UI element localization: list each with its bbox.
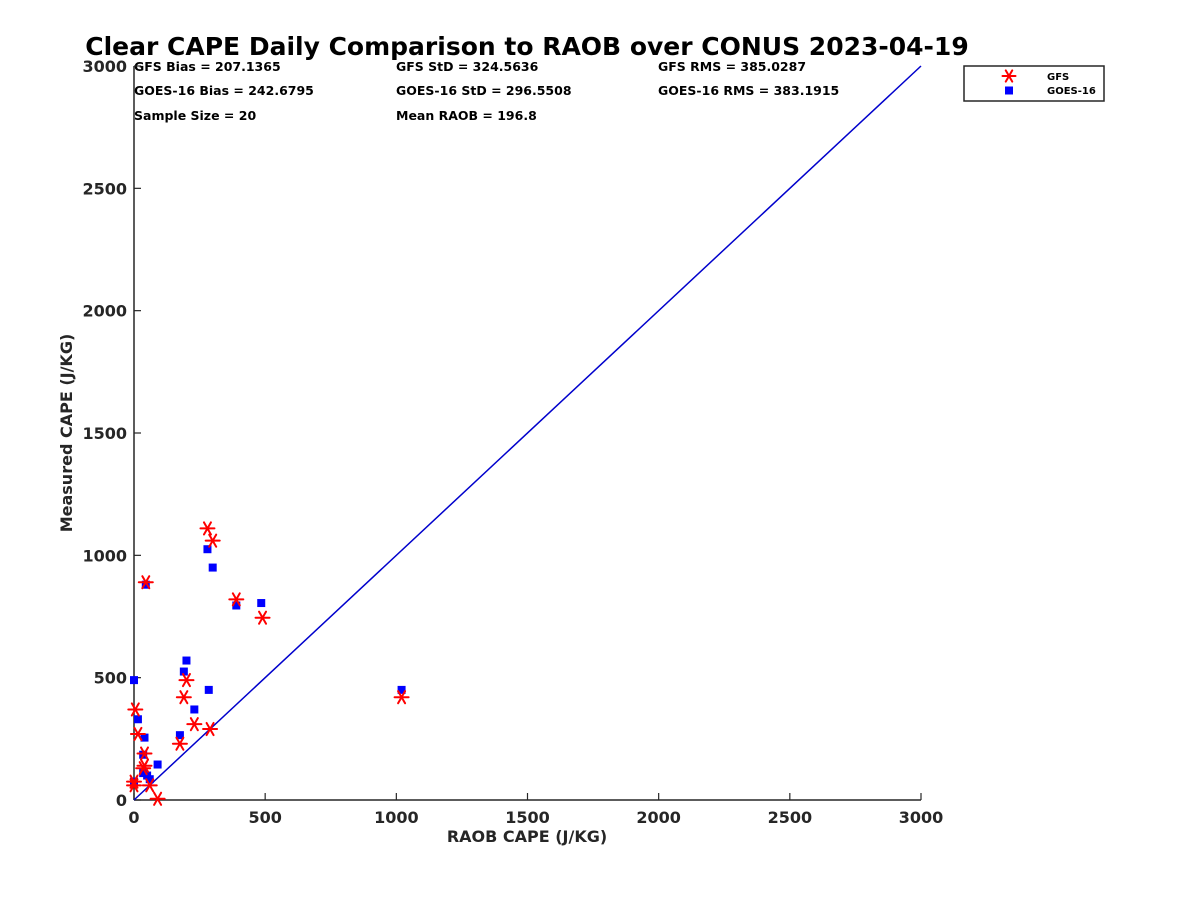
legend-goes16-marker-icon <box>1005 86 1013 95</box>
goes16-point <box>179 667 188 676</box>
stat-goes16-bias: GOES-16 Bias = 242.6795 <box>134 83 314 98</box>
stat-gfs-bias: GFS Bias = 207.1365 <box>134 59 281 74</box>
gfs-point <box>254 610 271 625</box>
gfs-point <box>137 575 154 590</box>
goes16-point <box>140 733 149 742</box>
gfs-point <box>199 521 216 536</box>
gfs-point <box>136 746 153 761</box>
gfs-point <box>186 717 203 732</box>
y-tick-label: 1000 <box>82 546 127 565</box>
y-tick-label: 2000 <box>82 302 127 321</box>
goes16-point <box>182 656 191 665</box>
goes16-point <box>175 731 184 740</box>
axes: 0 500 1000 1500 2000 2500 3000 0 500 1000 1500 200… <box>82 57 943 827</box>
stat-gfs-rms: GFS RMS = 385.0287 <box>658 59 806 74</box>
goes16-point <box>397 685 406 694</box>
gfs-point <box>178 673 195 688</box>
series-goes-16 <box>130 545 406 786</box>
plot-area <box>126 65 922 806</box>
x-axis-label: RAOB CAPE (J/KG) <box>447 827 607 846</box>
legend-box <box>963 65 1105 102</box>
gfs-point <box>149 791 166 806</box>
stats-group: GFS Bias = 207.1365 GFS StD = 324.5636 G… <box>134 59 839 123</box>
gfs-point <box>175 690 192 705</box>
goes16-point <box>208 563 217 572</box>
one-to-one-line <box>133 65 922 801</box>
goes16-point <box>141 580 150 589</box>
gfs-point <box>204 533 221 548</box>
y-tick-label: 3000 <box>82 57 127 76</box>
goes16-point <box>130 676 138 685</box>
x-ticks: 0 500 1000 1500 2000 2500 3000 <box>128 793 943 827</box>
gfs-point <box>141 778 158 793</box>
y-ticks: 0 500 1000 1500 2000 2500 3000 <box>82 57 141 810</box>
stat-sample-size: Sample Size = 20 <box>134 108 256 123</box>
x-tick-label: 1500 <box>505 808 550 827</box>
x-tick-label: 0 <box>128 808 139 827</box>
legend: GFS GOES-16 <box>963 65 1105 102</box>
y-tick-label: 1500 <box>82 424 127 443</box>
series-gfs <box>126 521 410 806</box>
y-tick-label: 2500 <box>82 179 127 198</box>
x-tick-label: 500 <box>248 808 281 827</box>
goes16-point <box>204 685 213 694</box>
gfs-point <box>393 690 410 705</box>
goes16-point <box>133 715 142 724</box>
legend-gfs-marker-icon <box>1001 69 1017 83</box>
gfs-point <box>228 592 245 607</box>
y-axis-label: Measured CAPE (J/KG) <box>57 334 76 533</box>
chart-title: Clear CAPE Daily Comparison to RAOB over… <box>85 32 968 61</box>
stat-gfs-std: GFS StD = 324.5636 <box>396 59 539 74</box>
goes16-point <box>257 599 266 608</box>
gfs-point <box>135 761 152 776</box>
x-tick-label: 1000 <box>374 808 419 827</box>
stat-goes16-std: GOES-16 StD = 296.5508 <box>396 83 572 98</box>
legend-gfs-label: GFS <box>1047 72 1069 83</box>
gfs-point <box>127 702 144 717</box>
y-tick-label: 0 <box>116 791 127 810</box>
stat-mean-raob: Mean RAOB = 196.8 <box>396 108 537 123</box>
x-tick-label: 2500 <box>768 808 813 827</box>
y-tick-label: 500 <box>94 669 127 688</box>
gfs-point <box>171 736 188 751</box>
x-tick-label: 2000 <box>636 808 681 827</box>
goes16-point <box>232 601 241 610</box>
stat-goes16-rms: GOES-16 RMS = 383.1915 <box>658 83 839 98</box>
goes16-point <box>203 545 212 554</box>
gfs-point <box>129 726 146 742</box>
goes16-point <box>139 769 148 778</box>
legend-goes16-label: GOES-16 <box>1047 86 1096 97</box>
x-tick-label: 3000 <box>899 808 944 827</box>
goes16-point <box>145 775 154 784</box>
goes16-point <box>190 705 199 714</box>
gfs-point <box>202 721 219 737</box>
goes16-point <box>153 760 162 769</box>
gfs-point <box>126 774 142 789</box>
